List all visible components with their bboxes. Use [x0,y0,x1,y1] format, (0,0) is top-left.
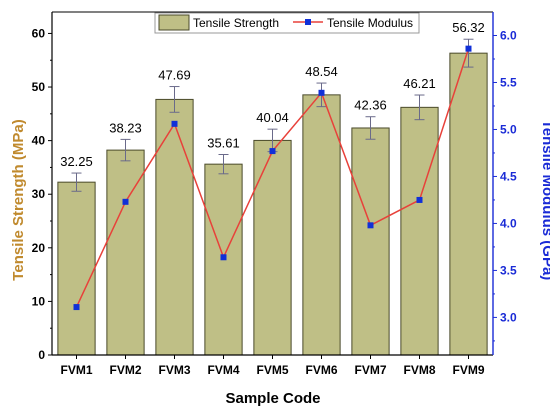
modulus-point-fvm4 [220,254,227,261]
legend: Tensile Strength Tensile Modulus [154,12,420,34]
x-tick-label-fvm5: FVM5 [256,363,288,377]
bar-fvm2 [106,149,145,356]
modulus-point-fvm3 [171,120,178,127]
modulus-point-fvm5 [269,148,276,155]
y-right-tick-label-4: 5.0 [500,122,517,136]
ticks-layer: 0 10 20 30 40 50 60 3.0 3.5 4.0 4.5 5.0 5.5 6.0 FVM1 FV… [32,26,517,377]
x-tick-label-fvm6: FVM6 [305,363,337,377]
x-tick-label-fvm4: FVM4 [207,363,239,377]
data-label-fvm2: 38.23 [109,120,142,135]
legend-marker-tensile-modulus [305,19,311,25]
data-label-fvm5: 40.04 [256,110,289,125]
x-axis-title: Sample Code [225,390,320,407]
y-right-tick-label-6: 6.0 [500,28,517,42]
legend-swatch-tensile-strength [158,14,190,31]
y-right-tick-label-3: 4.5 [500,169,517,183]
data-labels-layer: 32.25 38.23 47.69 35.61 40.04 48.54 42.36 46.21… [60,20,485,169]
bar-fvm7 [351,127,390,356]
bar-fvm6 [302,94,341,356]
modulus-point-fvm8 [416,196,423,203]
x-tick-label-fvm2: FVM2 [109,363,141,377]
x-tick-label-fvm3: FVM3 [158,363,190,377]
y-right-axis-title: Tensile Modulus (GPa) [539,120,550,281]
bar-fvm1 [57,181,96,356]
x-tick-label-fvm1: FVM1 [60,363,92,377]
y-left-axis-title: Tensile Strength (MPa) [10,119,27,280]
data-label-fvm8: 46.21 [403,76,436,91]
y-left-tick-label-20: 20 [32,241,46,255]
modulus-point-fvm1 [73,304,80,311]
y-left-tick-label-0: 0 [38,348,45,362]
modulus-point-fvm9 [465,45,472,52]
error-bars-layer [71,38,474,192]
bar-fvm8 [400,106,439,356]
y-right-tick-label-2: 4.0 [500,216,517,230]
bar-fvm9 [449,52,488,356]
y-left-tick-label-40: 40 [32,134,46,148]
y-left-tick-label-30: 30 [32,187,46,201]
y-left-tick-label-50: 50 [32,80,46,94]
y-left-tick-label-10: 10 [32,294,46,308]
x-tick-label-fvm7: FVM7 [354,363,386,377]
data-label-fvm4: 35.61 [207,136,240,151]
modulus-point-fvm6 [318,89,325,96]
y-right-tick-label-0: 3.0 [500,310,517,324]
legend-label-tensile-strength: Tensile Strength [193,16,279,30]
y-right-tick-label-1: 3.5 [500,263,517,277]
data-label-fvm1: 32.25 [60,154,93,169]
modulus-line-layer [73,45,472,311]
y-right-tick-label-5: 5.5 [500,75,517,89]
data-label-fvm6: 48.54 [305,64,338,79]
legend-label-tensile-modulus: Tensile Modulus [327,16,413,30]
modulus-point-fvm2 [122,198,129,205]
x-tick-label-fvm8: FVM8 [403,363,435,377]
bar-fvm3 [155,98,194,356]
modulus-point-fvm7 [367,222,374,229]
data-label-fvm7: 42.36 [354,98,387,113]
data-label-fvm3: 47.69 [158,68,191,83]
data-label-fvm9: 56.32 [452,20,485,35]
x-tick-label-fvm9: FVM9 [452,363,484,377]
bars-layer [57,52,488,356]
legend-frame [154,12,420,34]
bar-fvm5 [253,139,292,356]
y-left-tick-label-60: 60 [32,26,46,40]
